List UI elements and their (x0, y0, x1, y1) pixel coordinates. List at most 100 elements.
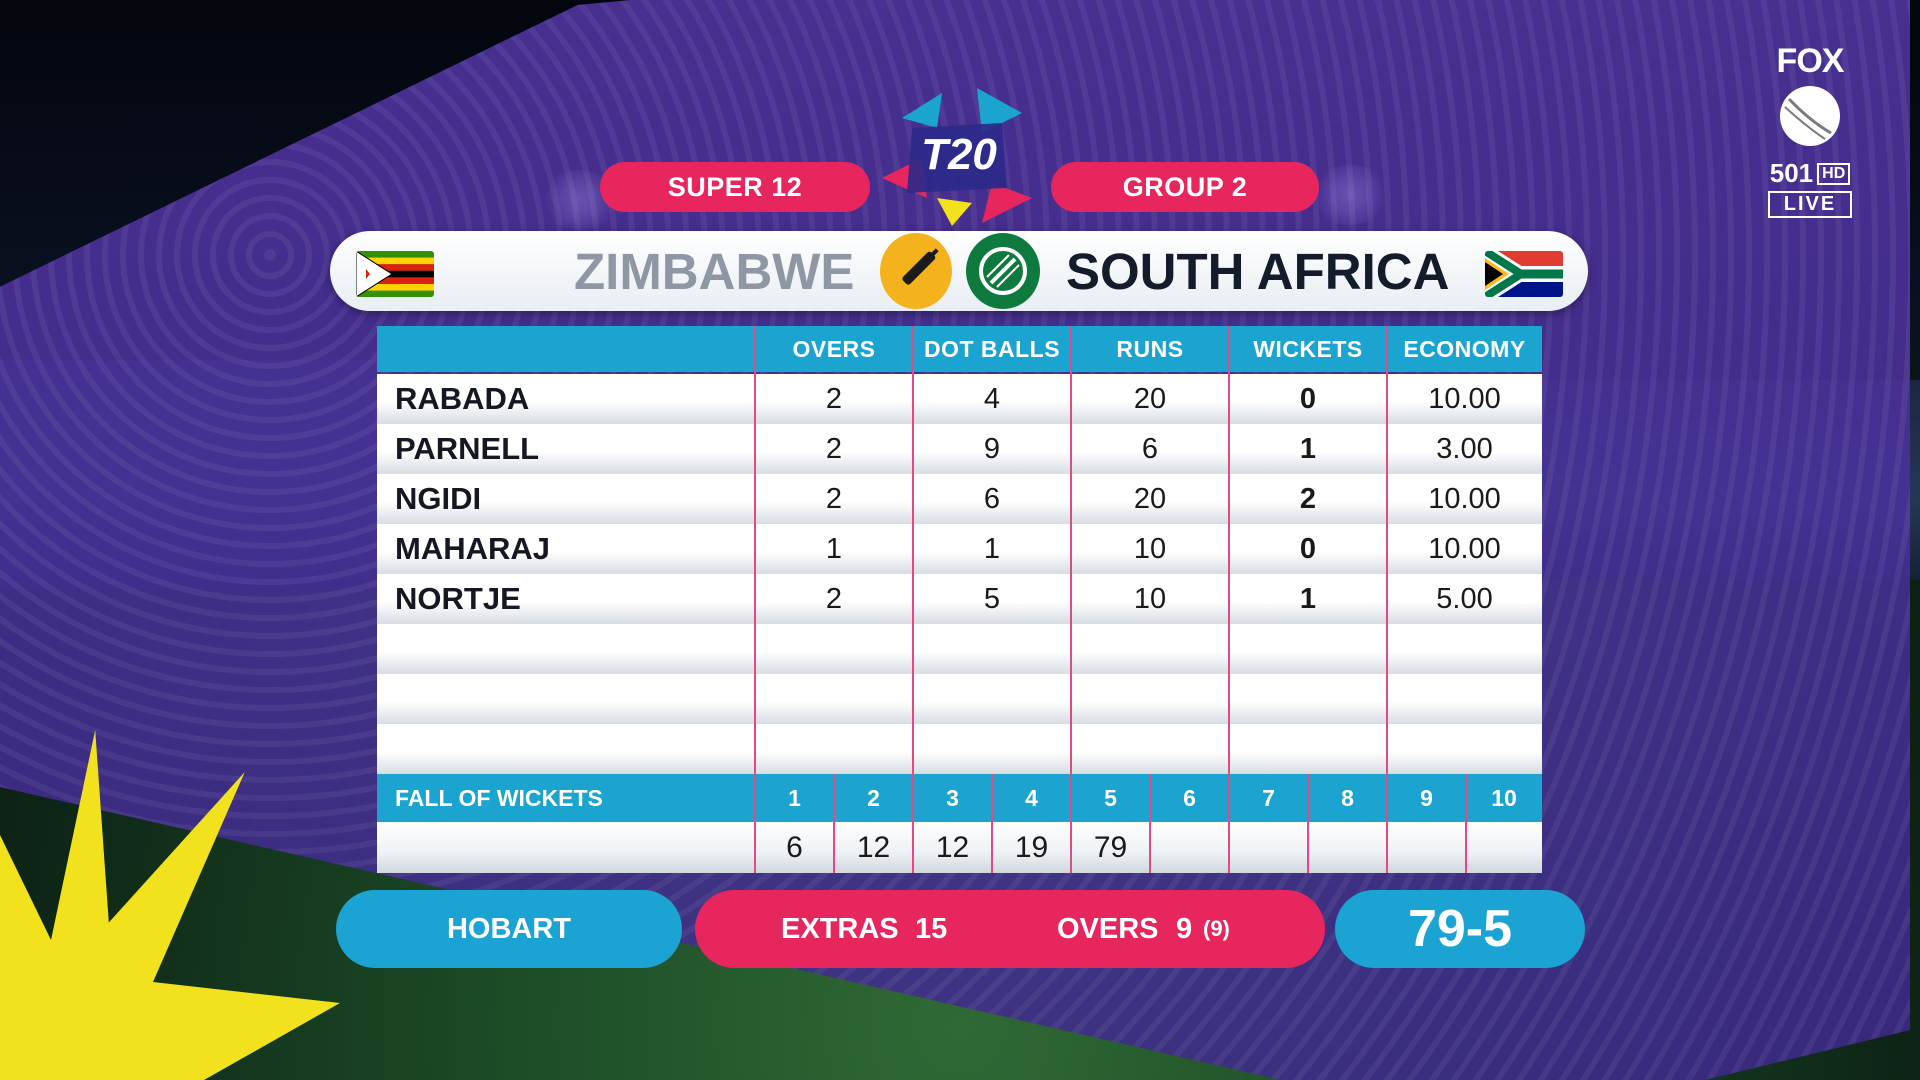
stage-pill: SUPER 12 (600, 162, 870, 212)
fox-cricket-logo: FOX 501 HD LIVE (1760, 42, 1860, 222)
overs-label: OVERS (1057, 912, 1159, 945)
fow-wicket-number: 2 (867, 784, 880, 811)
table-row (377, 474, 1542, 524)
bowler-overs: 2 (825, 482, 843, 515)
extras-value: 15 (915, 912, 948, 945)
col-overs: OVERS (792, 335, 876, 362)
bowler-overs: 2 (825, 582, 843, 615)
fox-wordmark: FOX (1776, 42, 1845, 80)
extras-label: EXTRAS (781, 912, 899, 945)
table-row (377, 424, 1542, 474)
t20-world-cup-logo: T20 (882, 88, 1032, 226)
bowler-name: PARNELL (395, 431, 540, 466)
fow-score: 12 (935, 830, 970, 864)
fall-of-wickets-header (377, 774, 1542, 822)
bowler-economy: 10.00 (1428, 382, 1501, 415)
bowler-name: NGIDI (395, 481, 482, 516)
column-divider (754, 326, 756, 774)
extras-overs-pill: EXTRAS 15 OVERS 9 (9) (695, 890, 1325, 968)
fow-wicket-number: 4 (1025, 784, 1038, 811)
bowler-dot-balls: 9 (983, 432, 1001, 465)
table-row-empty (377, 624, 1542, 674)
bowling-figures-table: OVERS DOT BALLS RUNS WICKETS ECONOMY RAB… (377, 326, 1542, 873)
bowling-ball-icon (966, 233, 1040, 309)
bowler-overs: 1 (825, 532, 843, 565)
overs-value: 9 (1176, 912, 1193, 945)
bowler-runs: 10 (1133, 582, 1167, 615)
bowler-wickets: 1 (1299, 432, 1317, 465)
bowling-team-name: SOUTH AFRICA (1066, 242, 1450, 300)
bowler-dot-balls: 1 (983, 532, 1001, 565)
fall-of-wickets-label: FALL OF WICKETS (395, 784, 603, 811)
batting-bat-icon (880, 233, 952, 309)
bowler-dot-balls: 6 (983, 482, 1001, 515)
fow-wicket-number: 5 (1104, 784, 1117, 811)
column-divider (754, 774, 756, 873)
south-africa-flag-icon (1485, 251, 1563, 297)
bowler-wickets: 1 (1299, 582, 1317, 615)
total-score-pill: 79-5 (1335, 890, 1585, 968)
bowler-economy: 5.00 (1436, 582, 1493, 615)
batting-team-name: ZIMBABWE (574, 242, 855, 300)
table-row-empty (377, 674, 1542, 724)
bowler-name: NORTJE (395, 581, 521, 616)
fow-score: 19 (1014, 830, 1049, 864)
column-divider (1386, 774, 1388, 873)
bowler-overs: 2 (825, 432, 843, 465)
fow-wicket-number: 7 (1262, 784, 1275, 811)
cricket-ball-icon (1780, 86, 1840, 146)
venue-pill: HOBART (336, 890, 682, 968)
zimbabwe-flag-icon (356, 251, 434, 297)
fow-score: 12 (856, 830, 891, 864)
bowler-runs: 6 (1141, 432, 1159, 465)
column-divider (1307, 774, 1309, 873)
fow-score (1308, 822, 1387, 873)
bowler-wickets: 0 (1299, 532, 1317, 565)
fall-of-wickets-row (377, 822, 1542, 873)
fow-wicket-number: 1 (788, 784, 801, 811)
fow-wicket-number: 9 (1420, 784, 1433, 811)
col-economy: ECONOMY (1403, 335, 1526, 362)
fow-wicket-number: 8 (1341, 784, 1354, 811)
bowler-name: RABADA (395, 381, 530, 416)
table-row (377, 374, 1542, 424)
overs-sub-value: (9) (1203, 916, 1230, 941)
fow-wicket-number: 6 (1183, 784, 1196, 811)
bowler-overs: 2 (825, 382, 843, 415)
column-divider (1070, 326, 1072, 774)
group-pill: GROUP 2 (1051, 162, 1319, 212)
channel-number: 501 (1769, 158, 1814, 188)
bowler-dot-balls: 4 (983, 382, 1001, 415)
bowler-wickets: 0 (1299, 382, 1317, 415)
table-row-empty (377, 724, 1542, 774)
t20-logo-text: T20 (921, 130, 997, 179)
teams-bar: ZIMBABWE SOUTH AFRICA (330, 231, 1588, 311)
fow-score (1229, 822, 1308, 873)
column-divider (1386, 326, 1388, 774)
column-divider (1070, 774, 1072, 873)
column-divider (912, 326, 914, 774)
fow-score: 6 (786, 830, 803, 864)
bowler-economy: 10.00 (1428, 482, 1501, 515)
column-divider (1228, 774, 1230, 873)
bowler-dot-balls: 5 (983, 582, 1001, 615)
bowler-runs: 10 (1133, 532, 1167, 565)
hd-badge: HD (1817, 162, 1851, 185)
bowler-runs: 20 (1133, 382, 1167, 415)
bowler-runs: 20 (1133, 482, 1167, 515)
column-divider (912, 774, 914, 873)
bowler-wickets: 2 (1299, 482, 1317, 515)
col-dot-balls: DOT BALLS (923, 335, 1061, 362)
fow-wicket-number: 10 (1491, 784, 1517, 811)
column-divider (991, 774, 993, 873)
bowler-economy: 10.00 (1428, 532, 1501, 565)
column-divider (1149, 774, 1151, 873)
col-wickets: WICKETS (1253, 335, 1363, 362)
fow-score: 79 (1093, 830, 1128, 864)
fow-score (1150, 822, 1229, 873)
col-runs: RUNS (1116, 335, 1184, 362)
column-divider (1228, 326, 1230, 774)
table-row (377, 574, 1542, 624)
fow-wicket-number: 3 (946, 784, 959, 811)
table-header (377, 326, 1542, 372)
